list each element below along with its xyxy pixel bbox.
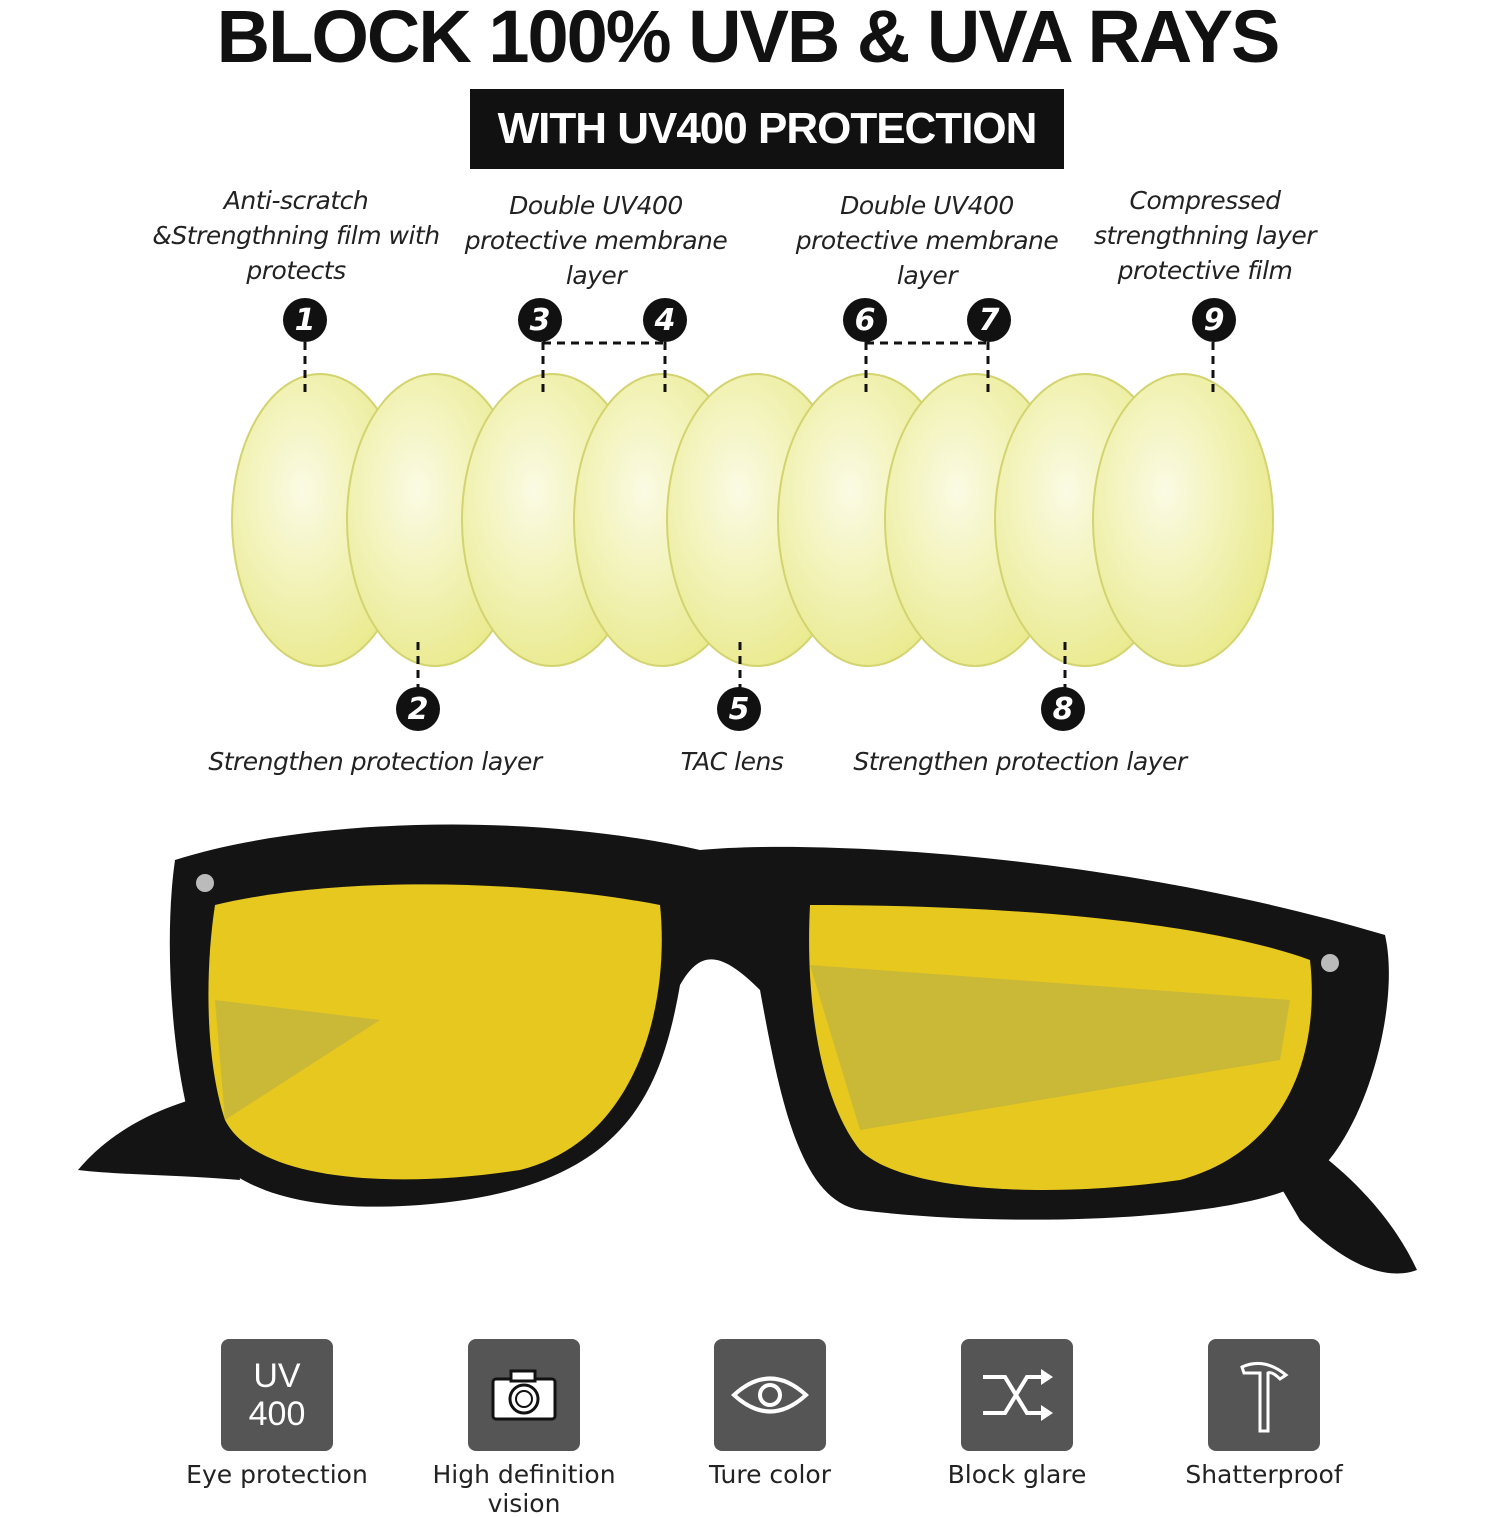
feature-label-eye-protection: Eye protection [186,1460,368,1489]
shuffle-icon [961,1339,1073,1451]
uv400-icon: UV 400 [221,1339,333,1451]
number-badge-9: 9 [1192,298,1236,342]
label-layer-8: Strengthen protection layer [853,747,1187,776]
feature-label-hd-vision: High definition vision [432,1460,616,1518]
feature-label-true-color: Ture color [709,1460,831,1489]
number-badge-2: 2 [396,687,440,731]
label-layer-9: Compressed strengthning layer protective… [1093,186,1317,285]
label-layer-3-4: Double UV400 protective membrane layer [464,191,728,290]
subheadline-banner: WITH UV400 PROTECTION [470,89,1064,169]
number-badge-1: 1 [283,298,327,342]
leader-lines [303,341,1215,688]
number-badge-8: 8 [1041,687,1085,731]
number-badge-6: 6 [843,298,887,342]
lens-layers-diagram [78,341,1417,1274]
camera-icon [468,1339,580,1451]
number-badge-7: 7 [967,298,1011,342]
headline: BLOCK 100% UVB & UVA RAYS [216,0,1281,78]
number-badge-5: 5 [717,687,761,731]
label-layer-2: Strengthen protection layer [208,747,542,776]
sunglasses-image [78,824,1417,1274]
number-badge-4: 4 [643,298,687,342]
label-layer-5: TAC lens [680,747,784,776]
label-layer-6-7: Double UV400 protective membrane layer [795,191,1059,290]
400-text: 400 [248,1395,306,1433]
uv-text: UV [253,1357,301,1395]
label-layer-1: Anti-scratch &Strengthning film with pro… [152,186,440,285]
hammer-icon [1208,1339,1320,1451]
eye-icon [714,1339,826,1451]
number-badge-3: 3 [518,298,562,342]
feature-label-shatterproof: Shatterproof [1185,1460,1343,1489]
feature-label-block-glare: Block glare [947,1460,1087,1489]
lens-layer-9 [1092,373,1274,667]
